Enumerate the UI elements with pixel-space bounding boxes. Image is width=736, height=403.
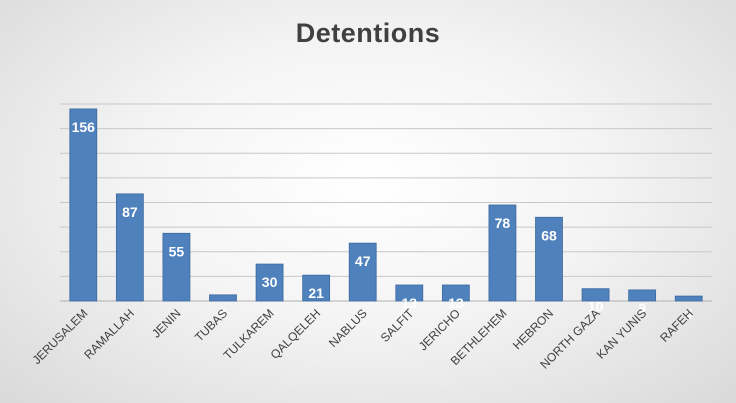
- x-tick-label: SALFIT: [378, 306, 417, 345]
- bar-rafeh: [674, 295, 703, 302]
- chart-title: Detentions: [295, 18, 441, 48]
- x-tick-label: QALQELEH: [268, 306, 324, 362]
- data-label: 5: [219, 305, 227, 321]
- bar-jenin: [162, 232, 191, 302]
- x-tick-label: HEBRON: [510, 306, 556, 352]
- bar-jerusalem: [69, 108, 98, 302]
- bar-tulkarem: [255, 263, 284, 302]
- data-label: 55: [169, 243, 185, 259]
- data-label: 87: [122, 204, 138, 220]
- data-label: 13: [448, 295, 464, 311]
- data-label: 78: [495, 215, 511, 231]
- bar-north-gaza: [581, 288, 610, 302]
- x-tick-label: RAFEH: [657, 306, 696, 345]
- data-label: 10: [588, 299, 604, 315]
- data-label: 47: [355, 253, 371, 269]
- bar-nablus: [348, 242, 377, 302]
- bar-bethlehem: [488, 204, 517, 302]
- x-tick-label: RAMALLAH: [81, 306, 137, 362]
- bar-salfit: [395, 284, 424, 302]
- x-tick-label: JERICHO: [416, 306, 463, 353]
- x-tick-label: TUBAS: [192, 306, 230, 344]
- data-label: 13: [401, 295, 417, 311]
- x-tick-label: JENIN: [149, 306, 183, 340]
- data-label: 68: [541, 227, 557, 243]
- bar-tubas: [209, 294, 237, 302]
- data-label: 4: [685, 306, 693, 322]
- bar-jericho: [441, 284, 470, 302]
- bar-qalqeleh: [302, 274, 331, 302]
- data-label: 21: [308, 285, 324, 301]
- x-tick-label: NABLUS: [326, 306, 370, 350]
- data-label: 30: [262, 274, 278, 290]
- data-label: 9: [638, 300, 646, 316]
- bar-ramallah: [115, 193, 144, 302]
- bar-kan-yunis: [628, 289, 657, 302]
- x-tick-label: JERUSALEM: [30, 306, 91, 367]
- data-label: 156: [72, 119, 96, 135]
- bar-hebron: [535, 216, 563, 302]
